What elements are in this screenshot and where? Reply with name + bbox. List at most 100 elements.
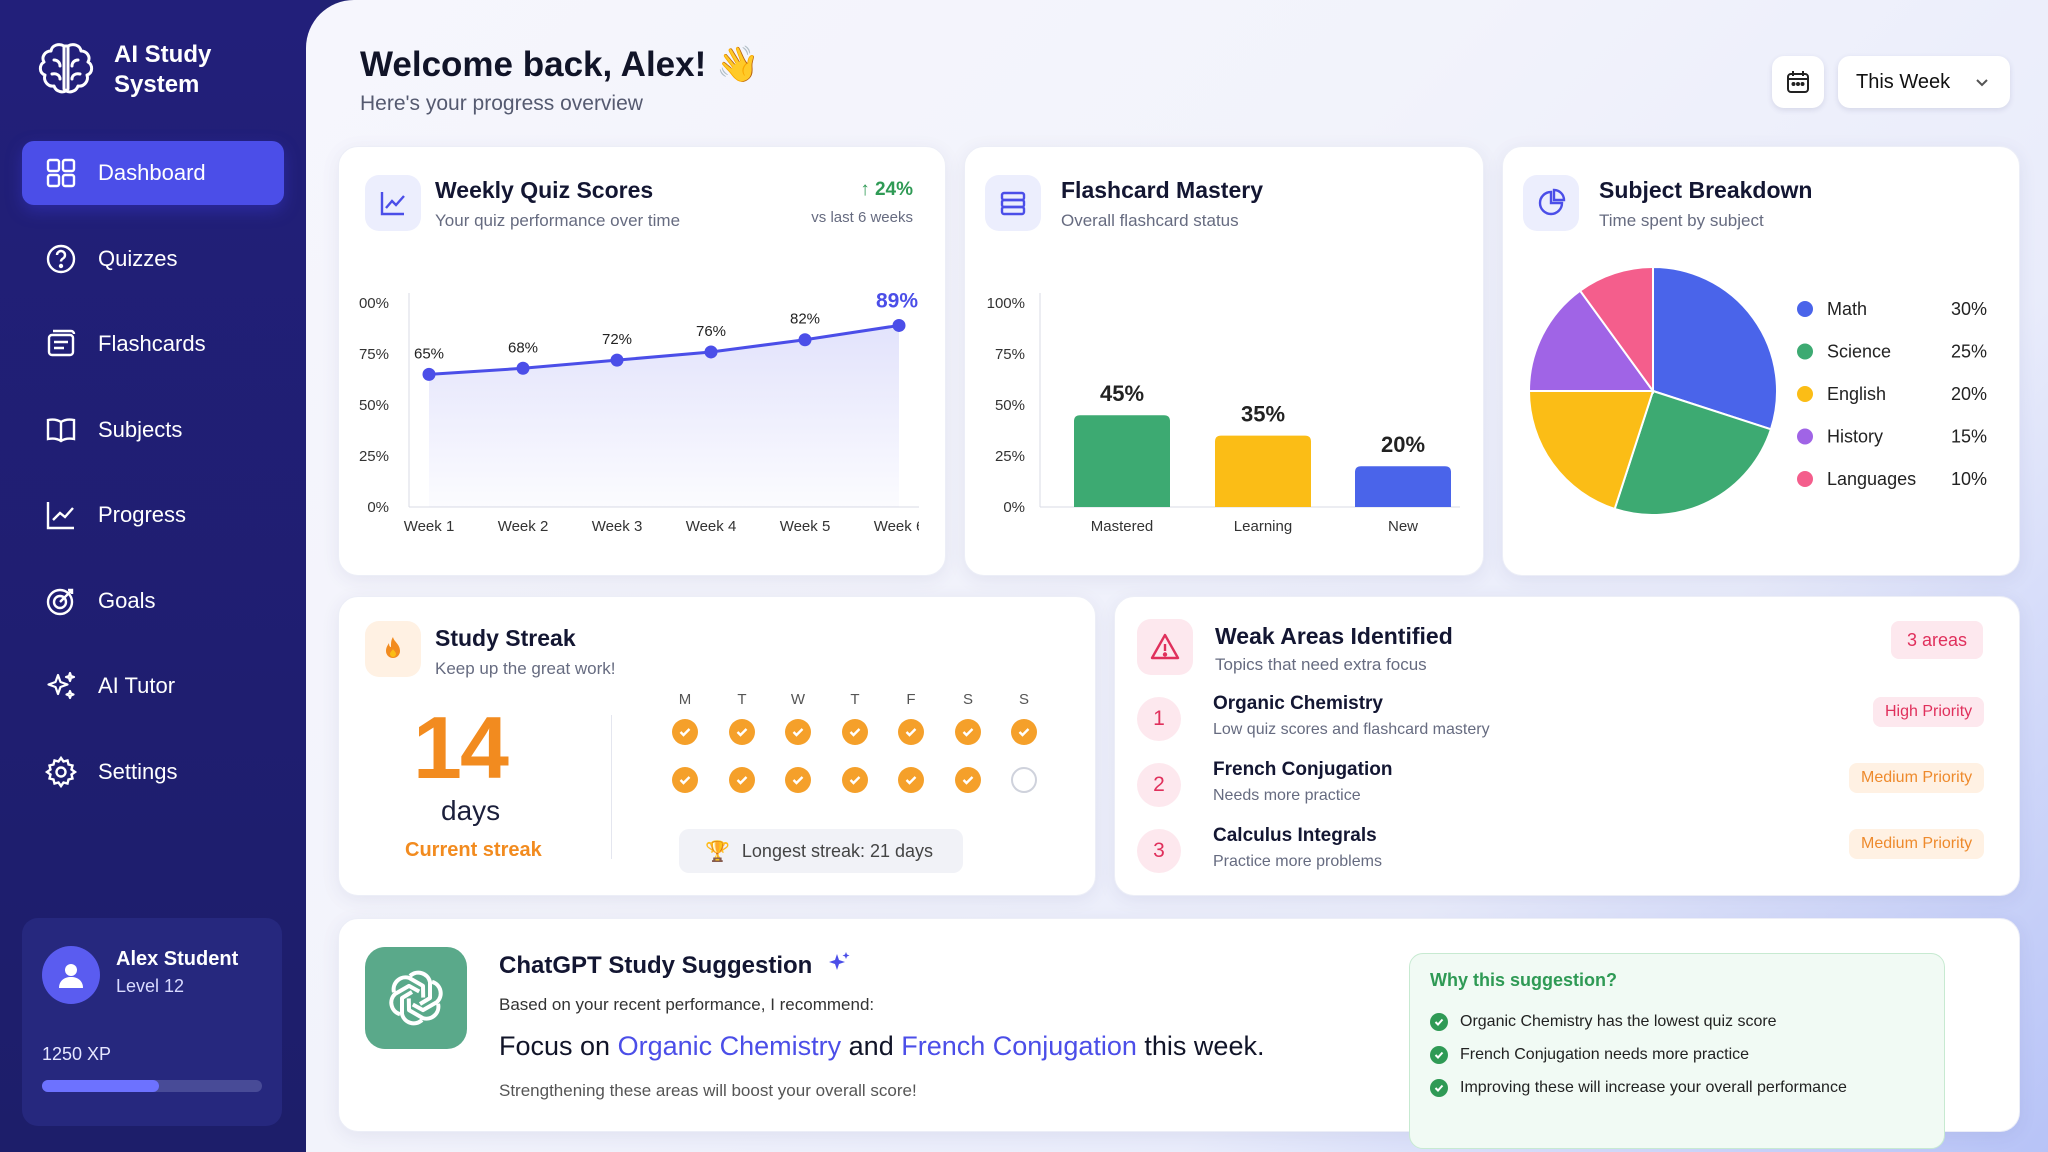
check-icon — [1430, 1045, 1448, 1064]
y-tick-label: 100% — [359, 295, 389, 312]
check-icon — [736, 776, 748, 785]
grid-icon — [46, 158, 76, 188]
pie-slice — [1652, 267, 1778, 431]
sidebar: AI Study System Dashboard Quizzes Flashc… — [0, 0, 320, 1152]
welcome-text: Welcome back, Alex! — [360, 45, 707, 84]
day-complete-check — [955, 719, 981, 745]
x-tick-label: Week 5 — [780, 518, 831, 535]
user-profile-card[interactable]: Alex Student Level 12 1250 XP — [22, 918, 282, 1126]
data-point — [516, 361, 530, 375]
day-letter: T — [737, 691, 747, 708]
card-subtitle: Overall flashcard status — [1061, 211, 1239, 230]
x-tick-label: Week 3 — [592, 518, 643, 535]
sidebar-item-label: AI Tutor — [98, 673, 176, 698]
card-title: Flashcard Mastery — [1061, 177, 1263, 203]
data-point — [892, 318, 906, 332]
divider — [611, 715, 612, 859]
check-icon — [1430, 1078, 1448, 1097]
flame-icon — [365, 621, 421, 677]
check-icon — [962, 728, 974, 737]
change-indicator: ↑ 24% — [860, 179, 913, 200]
xp-progress-bar — [42, 1080, 262, 1092]
y-tick-label: 25% — [995, 448, 1025, 465]
x-tick-label: New — [1388, 518, 1418, 535]
period-select[interactable]: This Week — [1838, 56, 2010, 108]
day-complete-check — [898, 767, 924, 793]
sparkles-icon — [47, 671, 76, 700]
legend-label: Math — [1827, 299, 1867, 319]
day-complete-check — [842, 767, 868, 793]
app-logo[interactable]: AI Study System — [34, 38, 234, 102]
quiz-scores-card: Weekly Quiz Scores Your quiz performance… — [338, 146, 946, 576]
x-tick-label: Week 4 — [686, 518, 737, 535]
day-letter: W — [790, 691, 806, 708]
flashcard-bar-chart: 0% 25% 50% 75% 100% 45% Mastered 35% Learning 20%… — [987, 293, 1460, 535]
why-item-text: French Conjugation needs more practice — [1460, 1045, 1750, 1063]
focus-topic-link[interactable]: Organic Chemistry — [617, 1031, 842, 1061]
data-label: 72% — [602, 331, 632, 348]
x-tick-label: Week 2 — [498, 518, 549, 535]
change-value: 24% — [874, 179, 913, 200]
y-tick-label: 25% — [359, 448, 389, 465]
data-point — [610, 353, 624, 367]
day-complete-check — [672, 719, 698, 745]
subject-breakdown-card: Subject Breakdown Time spent by subject … — [1502, 146, 2020, 576]
card-subtitle: Time spent by subject — [1599, 211, 1764, 230]
item-title: French Conjugation — [1213, 759, 1393, 780]
legend-value: 10% — [1951, 469, 1987, 489]
sidebar-item-label: Goals — [98, 587, 156, 613]
card-title: Study Streak — [435, 625, 576, 651]
sidebar-item-label: Quizzes — [98, 245, 178, 271]
x-tick-label: Week 1 — [404, 518, 455, 535]
check-icon — [679, 728, 691, 737]
item-title: Organic Chemistry — [1213, 693, 1383, 714]
suggestion-title: ChatGPT Study Suggestion — [499, 952, 813, 979]
chart-line-icon — [365, 175, 421, 231]
sidebar-item-quizzes[interactable]: Quizzes — [22, 227, 284, 291]
sidebar-item-goals[interactable]: Goals — [22, 569, 284, 633]
focus-suffix: this week. — [1144, 1031, 1265, 1061]
sidebar-item-subjects[interactable]: Subjects — [22, 398, 284, 462]
sidebar-nav: Dashboard Quizzes Flashcards Subjects Pr… — [22, 141, 284, 825]
sidebar-item-settings[interactable]: Settings — [22, 740, 284, 804]
sidebar-item-progress[interactable]: Progress — [22, 483, 284, 547]
wave-icon: 👋 — [716, 45, 760, 84]
day-complete-check — [729, 767, 755, 793]
legend-label: History — [1827, 427, 1883, 447]
suggestion-footer: Strengthening these areas will boost you… — [499, 1081, 917, 1100]
y-tick-label: 100% — [987, 295, 1025, 312]
sidebar-item-flashcards[interactable]: Flashcards — [22, 312, 284, 376]
legend-swatch — [1797, 428, 1813, 445]
y-tick-label: 50% — [359, 397, 389, 414]
card-title: ChatGPT Study Suggestion — [499, 951, 851, 980]
page-title: Welcome back, Alex! 👋 — [360, 44, 760, 85]
item-number: 1 — [1137, 697, 1181, 741]
day-letter: F — [906, 691, 916, 708]
period-value: This Week — [1856, 70, 1951, 93]
calendar-button[interactable] — [1772, 56, 1824, 108]
data-label: 45% — [1100, 381, 1144, 406]
day-complete-check — [1011, 719, 1037, 745]
study-streak-card: Study Streak Keep up the great work! 14 … — [338, 596, 1096, 896]
weak-areas-card: Weak Areas Identified Topics that need e… — [1114, 596, 2020, 896]
sidebar-item-ai-tutor[interactable]: AI Tutor — [22, 654, 284, 718]
focus-and: and — [848, 1031, 894, 1061]
day-complete-check — [898, 719, 924, 745]
y-tick-label: 75% — [359, 346, 389, 363]
sidebar-item-dashboard[interactable]: Dashboard — [22, 141, 284, 205]
legend-label: Science — [1827, 342, 1891, 362]
legend-swatch — [1797, 471, 1813, 487]
day-incomplete-circle — [1011, 767, 1037, 793]
bar — [1355, 466, 1451, 507]
y-tick-label: 50% — [995, 397, 1025, 414]
sidebar-item-label: Dashboard — [98, 160, 206, 185]
why-item: Organic Chemistry has the lowest quiz sc… — [1430, 1005, 1924, 1038]
longest-streak: 🏆 Longest streak: 21 days — [679, 829, 963, 873]
card-title: Weak Areas Identified — [1215, 623, 1453, 649]
focus-topic-link[interactable]: French Conjugation — [901, 1031, 1137, 1061]
user-icon — [59, 964, 83, 988]
check-icon — [962, 776, 974, 785]
legend-label: English — [1827, 384, 1886, 404]
card-subtitle: Keep up the great work! — [435, 659, 616, 678]
check-icon — [905, 776, 917, 785]
